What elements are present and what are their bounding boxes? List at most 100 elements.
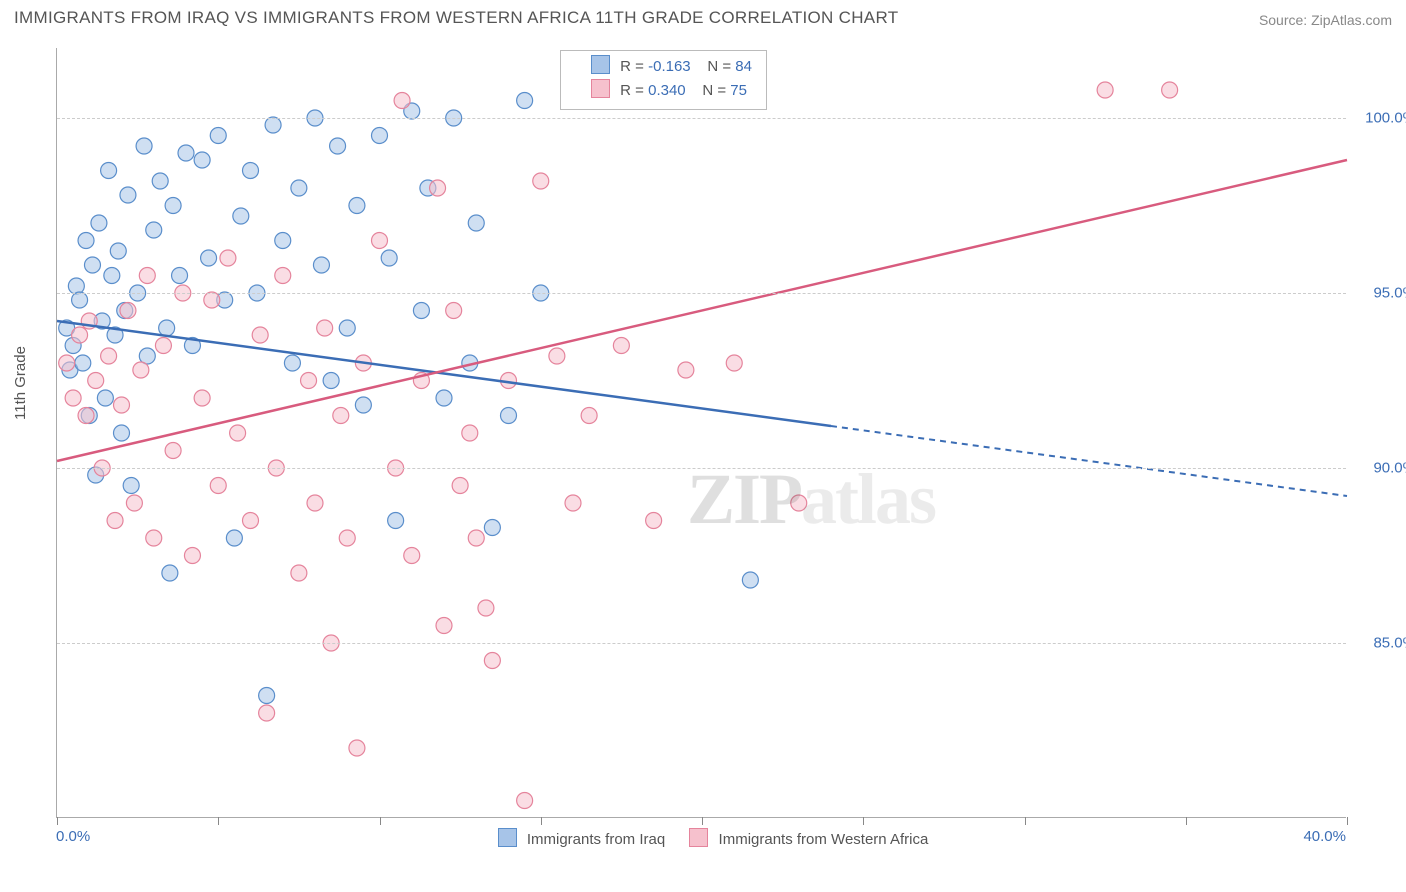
n-value-1: 84 [735,58,752,75]
legend-label-2: Immigrants from Western Africa [719,831,929,848]
data-point [159,320,175,336]
data-point [243,163,259,179]
data-point [152,173,168,189]
data-point [265,117,281,133]
n-value-2: 75 [730,82,747,99]
data-point [178,145,194,161]
data-point [565,495,581,511]
data-point [72,327,88,343]
data-point [126,495,142,511]
chart-plot-area: ZIPatlas 85.0%90.0%95.0%100.0% [56,48,1346,818]
data-point [355,397,371,413]
data-point [452,478,468,494]
r-label: R = [620,82,644,99]
data-point [172,268,188,284]
data-point [517,793,533,809]
r-label: R = [620,58,644,75]
data-point [388,513,404,529]
data-point [233,208,249,224]
data-point [413,303,429,319]
n-label: N = [702,82,726,99]
stats-row-2: R = 0.340 N = 75 [571,79,752,103]
scatter-plot-svg [57,48,1346,817]
data-point [120,303,136,319]
n-label: N = [707,58,731,75]
data-point [155,338,171,354]
data-point [430,180,446,196]
data-point [259,688,275,704]
data-point [501,408,517,424]
data-point [349,198,365,214]
data-point [478,600,494,616]
data-point [275,233,291,249]
data-point [204,292,220,308]
data-point [381,250,397,266]
data-point [301,373,317,389]
data-point [462,425,478,441]
chart-title: IMMIGRANTS FROM IRAQ VS IMMIGRANTS FROM … [14,8,898,28]
data-point [646,513,662,529]
data-point [78,233,94,249]
source-name: ZipAtlas.com [1311,12,1392,28]
data-point [184,548,200,564]
stats-legend: R = -0.163 N = 84 R = 0.340 N = 75 [560,50,767,110]
data-point [133,362,149,378]
data-point [162,565,178,581]
data-point [230,425,246,441]
r-value-1: -0.163 [648,58,691,75]
data-point [372,233,388,249]
data-point [59,355,75,371]
swatch-series-2 [591,79,610,98]
data-point [101,348,117,364]
data-point [323,373,339,389]
trend-line [57,321,831,426]
data-point [613,338,629,354]
data-point [317,320,333,336]
stats-row-1: R = -0.163 N = 84 [571,55,752,79]
data-point [97,390,113,406]
data-point [194,390,210,406]
data-point [291,565,307,581]
data-point [549,348,565,364]
y-tick-label: 85.0% [1356,635,1406,652]
data-point [120,187,136,203]
data-point [791,495,807,511]
data-point [210,478,226,494]
y-tick-label: 100.0% [1356,110,1406,127]
data-point [436,618,452,634]
data-point [339,530,355,546]
data-point [210,128,226,144]
data-point [284,355,300,371]
data-point [101,163,117,179]
legend-swatch-2 [689,828,708,847]
data-point [220,250,236,266]
data-point [114,397,130,413]
data-point [123,478,139,494]
data-point [68,278,84,294]
data-point [194,152,210,168]
data-point [139,268,155,284]
data-point [146,530,162,546]
data-point [252,327,268,343]
data-point [533,173,549,189]
data-point [84,257,100,273]
data-point [372,128,388,144]
data-point [110,243,126,259]
data-point [307,495,323,511]
data-point [468,215,484,231]
data-point [78,408,94,424]
data-point [243,513,259,529]
data-point [136,138,152,154]
data-point [1162,82,1178,98]
data-point [484,653,500,669]
data-point [742,572,758,588]
data-point [517,93,533,109]
data-point [91,215,107,231]
data-point [349,740,365,756]
data-point [404,548,420,564]
data-point [146,222,162,238]
data-point [678,362,694,378]
data-point [468,530,484,546]
data-point [436,390,452,406]
data-point [339,320,355,336]
